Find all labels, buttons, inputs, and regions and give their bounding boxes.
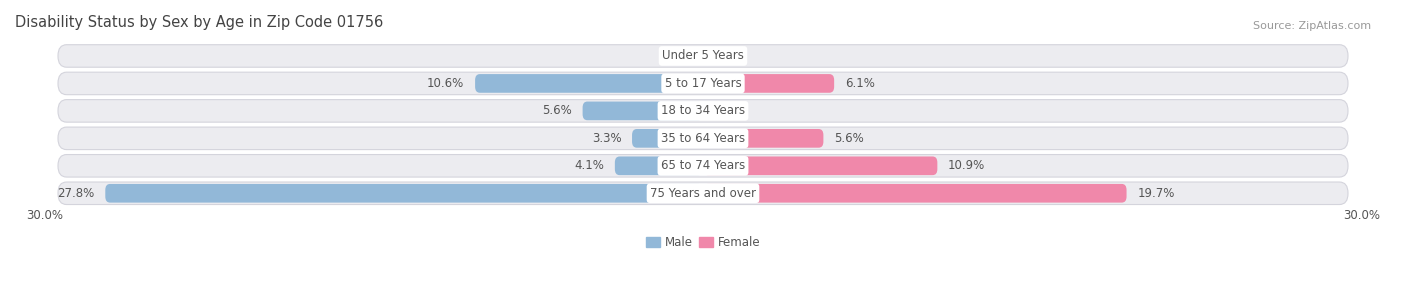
Text: Under 5 Years: Under 5 Years — [662, 50, 744, 62]
Text: 5.6%: 5.6% — [543, 104, 572, 117]
Text: 65 to 74 Years: 65 to 74 Years — [661, 159, 745, 172]
Text: 30.0%: 30.0% — [1343, 209, 1381, 222]
Legend: Male, Female: Male, Female — [641, 231, 765, 254]
FancyBboxPatch shape — [58, 100, 1348, 122]
Text: 10.9%: 10.9% — [948, 159, 986, 172]
Text: 0.0%: 0.0% — [662, 50, 692, 62]
Text: 6.1%: 6.1% — [845, 77, 875, 90]
Text: 5.6%: 5.6% — [834, 132, 863, 145]
Text: Disability Status by Sex by Age in Zip Code 01756: Disability Status by Sex by Age in Zip C… — [15, 15, 384, 30]
Text: 30.0%: 30.0% — [25, 209, 63, 222]
FancyBboxPatch shape — [614, 157, 703, 175]
Text: 27.8%: 27.8% — [58, 187, 94, 200]
FancyBboxPatch shape — [582, 102, 703, 120]
FancyBboxPatch shape — [633, 129, 703, 148]
FancyBboxPatch shape — [703, 129, 824, 148]
FancyBboxPatch shape — [703, 184, 1126, 202]
Text: 10.6%: 10.6% — [427, 77, 464, 90]
FancyBboxPatch shape — [58, 154, 1348, 177]
FancyBboxPatch shape — [58, 127, 1348, 150]
FancyBboxPatch shape — [105, 184, 703, 202]
Text: 19.7%: 19.7% — [1137, 187, 1174, 200]
Text: 0.0%: 0.0% — [714, 104, 744, 117]
Text: 35 to 64 Years: 35 to 64 Years — [661, 132, 745, 145]
FancyBboxPatch shape — [58, 45, 1348, 67]
Text: 5 to 17 Years: 5 to 17 Years — [665, 77, 741, 90]
FancyBboxPatch shape — [703, 157, 938, 175]
Text: 0.0%: 0.0% — [714, 50, 744, 62]
FancyBboxPatch shape — [475, 74, 703, 93]
Text: 18 to 34 Years: 18 to 34 Years — [661, 104, 745, 117]
Text: Source: ZipAtlas.com: Source: ZipAtlas.com — [1253, 21, 1371, 31]
Text: 4.1%: 4.1% — [574, 159, 605, 172]
FancyBboxPatch shape — [703, 74, 834, 93]
FancyBboxPatch shape — [58, 182, 1348, 205]
FancyBboxPatch shape — [58, 72, 1348, 95]
Text: 75 Years and over: 75 Years and over — [650, 187, 756, 200]
Text: 3.3%: 3.3% — [592, 132, 621, 145]
